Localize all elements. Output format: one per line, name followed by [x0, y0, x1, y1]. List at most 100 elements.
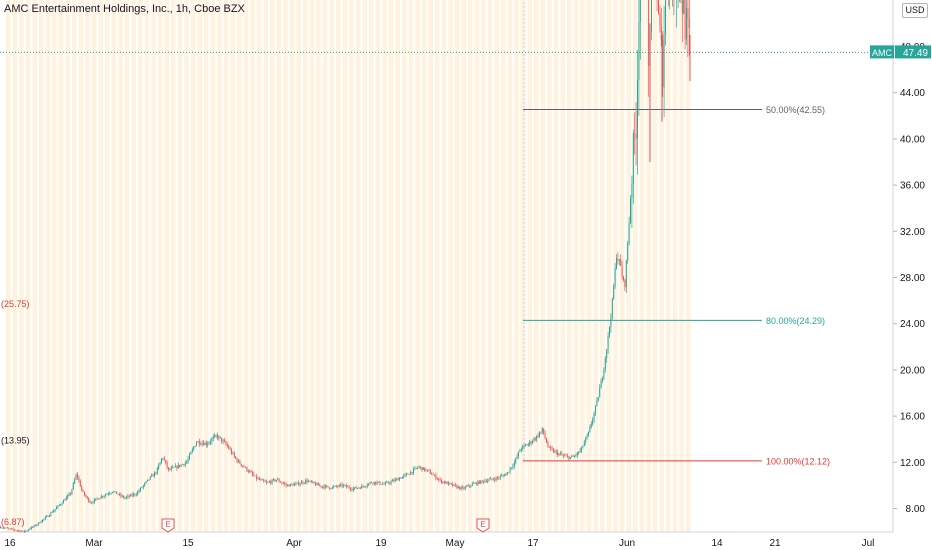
x-tick-label: May [446, 538, 465, 549]
candle-body [123, 496, 125, 499]
candle-body [401, 476, 403, 479]
session-stripe [586, 0, 592, 532]
candle-body [93, 499, 95, 503]
candle-body [607, 336, 609, 350]
candle-body [436, 478, 438, 480]
currency-button[interactable]: USD [902, 3, 928, 18]
session-stripe [421, 0, 427, 532]
candle-body [322, 486, 323, 487]
session-stripe [600, 0, 605, 532]
candle-body [191, 449, 193, 453]
candle-body [420, 466, 421, 468]
candle-body [564, 455, 566, 457]
candle-body [408, 474, 410, 476]
candle-body [334, 485, 336, 487]
candle-body [536, 435, 538, 440]
candle-body [413, 468, 414, 473]
candle-body [8, 528, 10, 529]
candle-body [389, 483, 391, 484]
candle-body [301, 481, 302, 484]
candle-body [278, 479, 280, 482]
session-stripe [520, 0, 526, 532]
session-stripe [481, 0, 486, 532]
candle-body [323, 486, 325, 488]
candle-body [576, 452, 578, 456]
candle-body [16, 530, 18, 532]
candle-body [260, 479, 262, 481]
earnings-marker[interactable]: E [476, 518, 490, 533]
candle-body [148, 479, 150, 481]
fibonacci-retracement[interactable]: 0.00%(72.98)50.00%(42.55)80.00%(24.29)10… [523, 0, 830, 466]
candle-body [515, 458, 517, 463]
y-tick-label: 32.00 [900, 227, 925, 238]
session-stripe [468, 0, 473, 532]
candle-body [296, 482, 298, 484]
candle-body [176, 465, 178, 469]
candle-body [471, 483, 473, 486]
candle-body [292, 484, 294, 486]
candle-body [183, 464, 185, 466]
candle-body [481, 480, 483, 482]
candle-body [512, 466, 514, 468]
candle-body [109, 493, 111, 495]
candle-body [79, 480, 81, 487]
candle-body [137, 491, 139, 495]
candle-body [105, 494, 106, 496]
candle-body [347, 486, 349, 488]
candle-body [215, 435, 217, 436]
candle-body [494, 479, 496, 481]
candle-body [331, 486, 333, 489]
session-stripe [672, 0, 678, 532]
candle-body [434, 474, 435, 476]
candle-body [600, 380, 602, 389]
candle-body [372, 482, 374, 484]
earnings-marker[interactable]: E [161, 518, 175, 533]
candle-body [442, 481, 444, 483]
session-stripe [217, 0, 222, 532]
session-stripe [494, 0, 499, 532]
candle-body [294, 484, 295, 486]
candle-body [54, 509, 56, 511]
candle-body [65, 497, 67, 501]
candle-body [609, 327, 610, 337]
session-stripe [177, 0, 183, 532]
candle-body [525, 444, 526, 446]
price-axis[interactable]: 8.00 12.00 16.00 20.00 24.00 28.00 32.00 36.00 4… [893, 42, 925, 515]
candle-body [226, 444, 228, 447]
candle-body [221, 437, 223, 442]
candle-body [590, 423, 592, 427]
candle-body [502, 475, 504, 476]
candle-body [480, 480, 482, 484]
candle-body [88, 497, 90, 502]
candle-body [23, 530, 25, 532]
candle-body [378, 481, 379, 483]
candle-body [386, 482, 388, 483]
candle-body [217, 435, 218, 439]
candle-body [316, 483, 318, 486]
candle-body [68, 493, 70, 496]
candle-body [222, 440, 224, 442]
candle-body [375, 481, 377, 484]
y-tick-label: 16.00 [900, 412, 925, 423]
y-tick-label: 44.00 [900, 88, 925, 99]
candle-body [32, 526, 34, 528]
time-axis[interactable]: 16 Mar 15 Apr 19 May 17 Jun 14 21 Jul [4, 538, 874, 549]
candle-body [78, 477, 80, 481]
session-stripe [329, 0, 334, 532]
candle-body [273, 479, 274, 480]
candle-body [462, 487, 463, 488]
candle-body [518, 451, 519, 457]
candle-body [415, 467, 417, 469]
candle-body [575, 455, 577, 456]
candle-body [509, 468, 511, 472]
candle-body [0, 526, 1, 528]
candle-body [445, 481, 447, 484]
candle-body [291, 483, 293, 485]
candle-body [449, 482, 451, 484]
candle-body [198, 441, 200, 445]
session-stripe [580, 0, 585, 532]
candle-body [544, 433, 546, 439]
candle-body [604, 358, 606, 370]
